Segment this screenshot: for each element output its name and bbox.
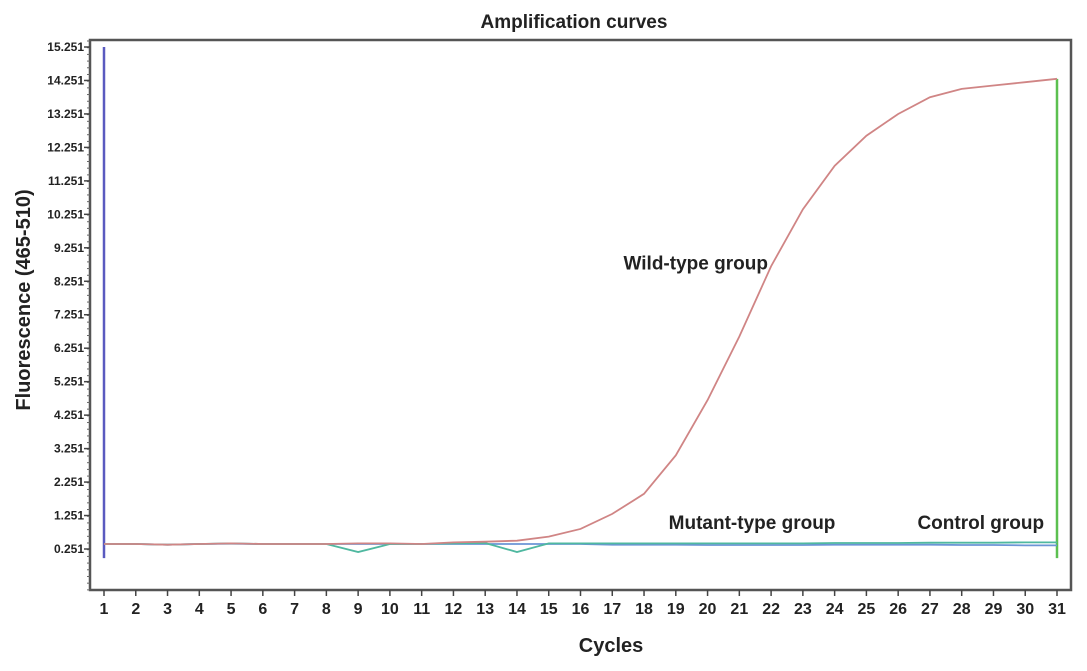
x-tick-label: 28 bbox=[953, 601, 971, 618]
y-axis: 0.251 1.251 2.251 3.251 4.251 5.251 6.251 7.251… bbox=[47, 40, 90, 591]
x-tick-label: 5 bbox=[227, 601, 236, 618]
y-tick-label: 15.251 bbox=[47, 40, 84, 54]
x-tick-label: 25 bbox=[858, 601, 876, 618]
y-axis-label: Fluorescence (465-510) bbox=[13, 189, 35, 410]
annotation-wild-type: Wild-type group bbox=[624, 254, 768, 275]
y-tick-label: 3.251 bbox=[54, 442, 84, 456]
annotations: Wild-type group Mutant-type group Contro… bbox=[624, 254, 1045, 534]
x-axis: 1 2 3 4 5 6 7 8 9 10 11 12 13 14 15 16 17 18 19 20 21 22 23 24 2… bbox=[100, 590, 1066, 618]
x-tick-label: 14 bbox=[508, 601, 526, 618]
x-tick-label: 6 bbox=[258, 601, 267, 618]
x-tick-label: 18 bbox=[635, 601, 653, 618]
x-tick-label: 13 bbox=[476, 601, 494, 618]
y-tick-label: 0.251 bbox=[54, 542, 84, 556]
x-tick-label: 17 bbox=[603, 601, 621, 618]
x-tick-label: 16 bbox=[572, 601, 590, 618]
x-tick-label: 7 bbox=[290, 601, 299, 618]
y-tick-label: 2.251 bbox=[54, 475, 84, 489]
y-tick-label: 1.251 bbox=[54, 509, 84, 523]
y-tick-label: 12.251 bbox=[47, 140, 84, 154]
cycle-markers bbox=[102, 47, 1059, 559]
plot-frame bbox=[88, 38, 1073, 592]
x-tick-label: 12 bbox=[445, 601, 463, 618]
x-tick-label: 10 bbox=[381, 601, 399, 618]
x-tick-label: 19 bbox=[667, 601, 685, 618]
series-lines bbox=[104, 77, 1058, 553]
x-tick-label: 4 bbox=[195, 601, 204, 618]
chart-title: Amplification curves bbox=[481, 12, 668, 33]
y-tick-label: 9.251 bbox=[54, 241, 84, 255]
x-tick-label: 30 bbox=[1016, 601, 1034, 618]
series-line-wild-type-group bbox=[104, 77, 1058, 546]
annotation-mutant-type: Mutant-type group bbox=[669, 513, 836, 534]
y-tick-label: 10.251 bbox=[47, 207, 84, 221]
x-tick-label: 26 bbox=[889, 601, 907, 618]
y-tick-label: 13.251 bbox=[47, 107, 84, 121]
y-tick-label: 4.251 bbox=[54, 408, 84, 422]
x-tick-label: 24 bbox=[826, 601, 844, 618]
x-tick-label: 29 bbox=[985, 601, 1003, 618]
x-tick-label: 8 bbox=[322, 601, 331, 618]
x-tick-label: 21 bbox=[730, 601, 748, 618]
x-tick-label: 1 bbox=[100, 601, 109, 618]
x-tick-label: 9 bbox=[354, 601, 363, 618]
y-tick-label: 14.251 bbox=[47, 73, 84, 87]
x-tick-label: 27 bbox=[921, 601, 939, 618]
y-tick-label: 6.251 bbox=[54, 341, 84, 355]
x-tick-label: 20 bbox=[699, 601, 717, 618]
x-tick-label: 22 bbox=[762, 601, 780, 618]
y-tick-label: 7.251 bbox=[54, 308, 84, 322]
x-tick-label: 2 bbox=[131, 601, 140, 618]
x-tick-label: 31 bbox=[1048, 601, 1066, 618]
x-tick-label: 11 bbox=[413, 601, 430, 618]
x-tick-label: 3 bbox=[163, 601, 172, 618]
x-axis-label: Cycles bbox=[579, 635, 644, 657]
annotation-control: Control group bbox=[917, 513, 1044, 534]
x-tick-label: 23 bbox=[794, 601, 812, 618]
y-tick-label: 8.251 bbox=[54, 274, 84, 288]
y-tick-label: 11.251 bbox=[48, 174, 84, 188]
x-tick-label: 15 bbox=[540, 601, 558, 618]
y-tick-label: 5.251 bbox=[54, 375, 84, 389]
